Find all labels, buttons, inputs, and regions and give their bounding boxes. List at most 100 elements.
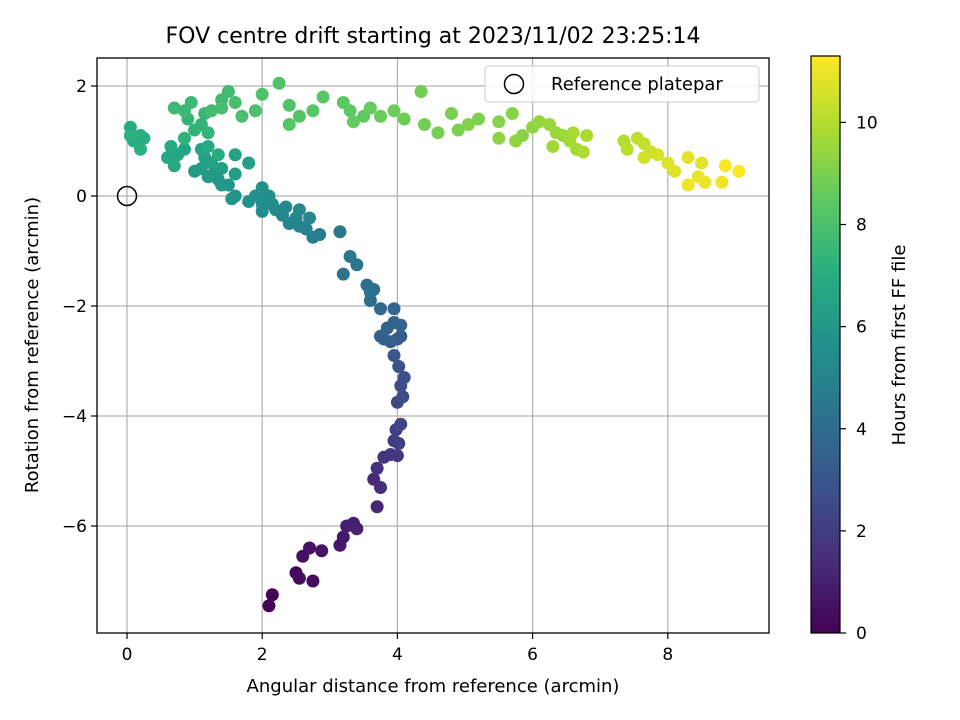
data-point — [505, 107, 519, 120]
data-point — [167, 101, 181, 115]
data-point — [718, 159, 732, 173]
data-point — [394, 318, 408, 332]
legend-reference-marker — [503, 73, 525, 95]
data-point — [681, 151, 695, 164]
data-point — [397, 112, 411, 126]
x-tick-label: 8 — [662, 645, 673, 665]
data-point — [414, 85, 428, 98]
data-point — [668, 164, 682, 178]
data-point — [374, 109, 387, 123]
data-point — [392, 437, 406, 450]
x-tick-label: 2 — [257, 645, 268, 665]
data-point — [265, 588, 279, 602]
y-tick-label: 0 — [76, 187, 87, 207]
data-point — [390, 449, 404, 463]
y-tick-label: 2 — [76, 77, 87, 97]
data-point — [370, 461, 384, 475]
data-point — [451, 123, 465, 137]
data-point — [492, 131, 506, 145]
data-point — [461, 118, 475, 131]
legend-label: Reference platepar — [551, 74, 723, 95]
data-point — [279, 200, 293, 214]
data-point — [681, 178, 695, 192]
data-point — [387, 349, 401, 362]
data-point — [315, 544, 329, 558]
data-point — [532, 115, 546, 129]
legend: Reference platepar — [484, 65, 760, 103]
data-point — [292, 571, 306, 585]
data-point — [392, 360, 406, 373]
data-point — [201, 126, 215, 140]
data-point — [306, 574, 320, 588]
data-point — [509, 134, 523, 148]
data-point — [303, 211, 317, 225]
data-point — [306, 104, 320, 118]
data-point — [177, 131, 191, 145]
data-point — [566, 126, 580, 140]
data-point — [417, 118, 431, 131]
y-tick-label: −6 — [62, 517, 87, 537]
data-point — [235, 109, 249, 123]
data-point — [167, 159, 181, 173]
data-point — [255, 87, 269, 101]
x-axis-ticks: 0 2 4 6 8 — [122, 633, 673, 665]
y-axis-ticks: −6 −4 −2 0 2 — [62, 77, 97, 537]
data-point — [397, 371, 411, 384]
data-point — [228, 167, 242, 181]
data-point — [350, 522, 364, 536]
data-point — [472, 112, 486, 126]
chart-title: FOV centre drift starting at 2023/11/02 … — [166, 24, 701, 49]
data-point — [698, 175, 712, 189]
data-point — [370, 500, 384, 514]
data-point — [215, 162, 229, 175]
data-point — [292, 109, 306, 123]
data-point — [444, 107, 458, 120]
data-point — [387, 104, 401, 118]
data-point — [546, 140, 560, 153]
data-point — [221, 85, 235, 98]
data-point — [637, 151, 651, 164]
data-point — [346, 115, 360, 129]
data-point — [363, 285, 377, 299]
data-point — [363, 101, 377, 115]
data-point — [205, 104, 218, 118]
data-point — [215, 101, 229, 115]
data-point — [394, 329, 408, 343]
data-point — [228, 148, 242, 162]
data-point — [242, 156, 256, 170]
data-point — [303, 541, 317, 555]
data-point — [242, 195, 256, 208]
colorbar-tick-label: 6 — [856, 318, 867, 338]
data-point — [201, 140, 215, 153]
data-point — [228, 96, 242, 109]
data-point — [292, 203, 306, 217]
data-point — [282, 118, 296, 131]
data-point — [374, 481, 387, 494]
plot-frame — [96, 57, 770, 634]
data-point — [336, 267, 350, 281]
data-point — [282, 98, 296, 112]
data-point — [576, 145, 590, 159]
data-point — [580, 129, 594, 142]
data-point — [225, 192, 239, 206]
data-point — [164, 140, 178, 153]
data-point — [651, 148, 665, 162]
y-tick-label: −2 — [62, 297, 87, 317]
legend-box — [484, 65, 760, 103]
colorbar: 0 2 4 6 8 10 Hours from first FF file — [810, 55, 910, 644]
data-point — [343, 250, 357, 263]
colorbar-tick-label: 2 — [856, 522, 867, 542]
data-point — [248, 104, 262, 118]
data-point — [262, 599, 276, 613]
x-tick-label: 4 — [392, 645, 403, 665]
data-point — [137, 131, 151, 145]
data-point — [374, 302, 387, 316]
data-point — [272, 76, 286, 90]
colorbar-tick-label: 10 — [856, 113, 878, 133]
data-point — [715, 175, 729, 189]
x-tick-label: 0 — [122, 645, 133, 665]
data-point — [333, 225, 347, 239]
y-tick-label: −4 — [62, 407, 87, 427]
data-point — [387, 302, 401, 316]
